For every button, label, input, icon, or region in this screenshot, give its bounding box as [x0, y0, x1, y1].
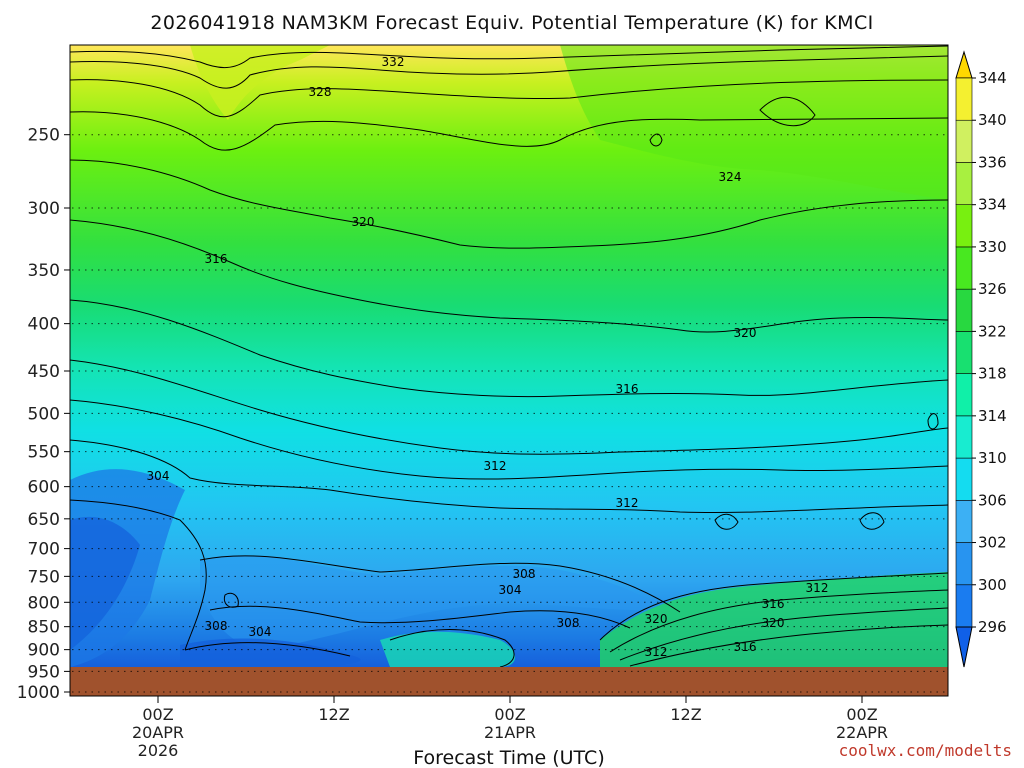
x-tick-label: 21APR [484, 723, 536, 742]
colorbar-swatch [955, 246, 973, 290]
y-tick-label: 250 [28, 126, 60, 146]
contour-label: 308 [205, 619, 228, 633]
colorbar-arrow-min [955, 626, 973, 668]
contour-labels: 332 328 324 320 316 316 320 316 312 312 … [147, 55, 829, 659]
x-tick-label: 00Z [494, 705, 525, 724]
colorbar-swatch [955, 584, 973, 628]
colorbar-swatch [955, 373, 973, 417]
x-tick-label: 20APR [132, 723, 184, 742]
contour-label: 316 [616, 382, 639, 396]
contour-label: 312 [484, 459, 507, 473]
contour-label: 332 [382, 55, 405, 69]
mixed-layer-center [380, 631, 515, 667]
colorbar-swatch [955, 457, 973, 501]
colorbar-swatch [955, 204, 973, 248]
contour-label: 320 [762, 616, 785, 630]
y-tick-label: 1000 [17, 683, 60, 703]
contour-label: 312 [645, 645, 668, 659]
colorbar: 296 300 302 306 310 314 318 322 326 330 334 336 340 3… [955, 50, 1007, 668]
y-tick-label: 600 [28, 478, 60, 498]
contour-label: 328 [309, 85, 332, 99]
cold-core-left [70, 516, 140, 650]
contour-label: 320 [352, 215, 375, 229]
contour-label: 320 [734, 326, 757, 340]
x-tick-label: 2026 [138, 741, 179, 760]
colorbar-label: 336 [978, 153, 1007, 171]
colorbar-label: 326 [978, 280, 1007, 298]
y-axis: 250 300 350 400 450 500 550 600 650 700 750 800 850 9… [17, 126, 70, 703]
y-tick-label: 450 [28, 362, 60, 382]
ground-surface [70, 667, 948, 696]
surface-cold-band [180, 638, 361, 667]
y-tick-label: 500 [28, 404, 60, 424]
contour-lines [70, 45, 948, 667]
y-tick-label: 850 [28, 618, 60, 638]
colorbar-label: 318 [978, 365, 1007, 383]
contour-label: 304 [249, 625, 272, 639]
colorbar-swatch [955, 415, 973, 459]
contour-label: 312 [806, 581, 829, 595]
y-tick-label: 400 [28, 315, 60, 335]
y-tick-label: 550 [28, 443, 60, 463]
plot-area [70, 45, 948, 667]
colorbar-label: 344 [978, 69, 1007, 87]
y-tick-label: 650 [28, 510, 60, 530]
y-tick-label: 700 [28, 540, 60, 560]
contour-label: 316 [734, 640, 757, 654]
colorbar-swatch [955, 119, 973, 163]
colorbar-swatch [955, 288, 973, 332]
colorbar-swatch [955, 331, 973, 374]
high-theta-region-right [560, 45, 948, 200]
contour-label: 320 [645, 612, 668, 626]
x-axis-label: Forecast Time (UTC) [413, 747, 604, 768]
colorbar-arrow-max [955, 50, 973, 79]
contour-label: 312 [616, 496, 639, 510]
chart-title: 2026041918 NAM3KM Forecast Equiv. Potent… [150, 12, 873, 34]
colorbar-label: 306 [978, 491, 1007, 509]
contour-label: 308 [557, 616, 580, 630]
colorbar-label: 296 [978, 618, 1007, 636]
colorbar-label: 340 [978, 111, 1007, 129]
colorbar-label: 310 [978, 449, 1007, 467]
colorbar-swatch [955, 77, 973, 121]
warm-moist-intrusion [600, 572, 948, 667]
contour-label: 304 [499, 583, 522, 597]
contour-label: 308 [513, 567, 536, 581]
y-tick-label: 300 [28, 199, 60, 219]
colorbar-swatch [955, 542, 973, 586]
colorbar-swatch [955, 500, 973, 543]
y-tick-label: 750 [28, 567, 60, 587]
colorbar-label: 302 [978, 534, 1007, 552]
contour-label: 324 [719, 170, 742, 184]
y-tick-label: 950 [28, 662, 60, 682]
y-tick-label: 900 [28, 641, 60, 661]
colorbar-swatch [955, 162, 973, 205]
x-tick-label: 00Z [846, 705, 877, 724]
colorbar-label: 314 [978, 407, 1007, 425]
y-tick-label: 350 [28, 261, 60, 281]
x-tick-label: 12Z [318, 705, 349, 724]
colorbar-label: 334 [978, 196, 1007, 214]
contour-label: 304 [147, 469, 170, 483]
colorbar-label: 300 [978, 576, 1007, 594]
x-tick-label: 12Z [670, 705, 701, 724]
colorbar-label: 330 [978, 238, 1007, 256]
x-tick-label: 22APR [836, 723, 888, 742]
x-tick-label: 00Z [142, 705, 173, 724]
contour-label: 316 [762, 597, 785, 611]
y-tick-label: 800 [28, 593, 60, 613]
credit-text: coolwx.com/modelts [839, 741, 1012, 760]
warm-region-upper [70, 45, 330, 120]
contour-label: 316 [205, 252, 228, 266]
colorbar-label: 322 [978, 322, 1007, 340]
